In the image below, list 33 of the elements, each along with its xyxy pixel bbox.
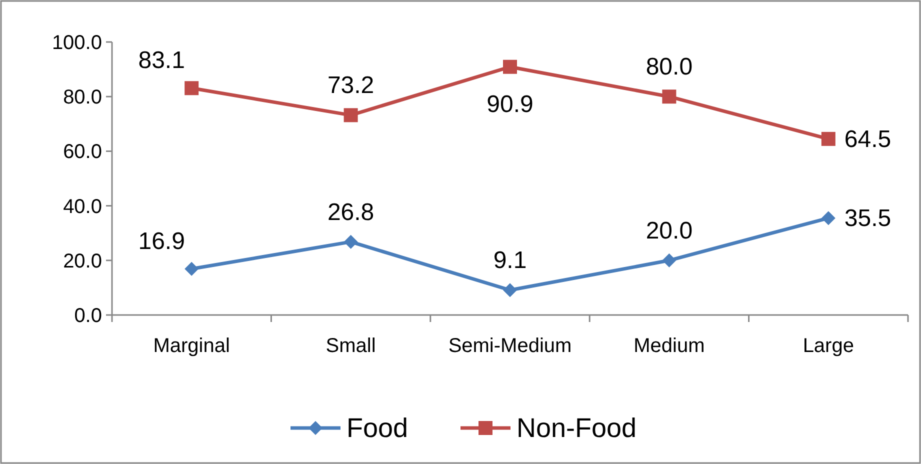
x-tick-label: Marginal (153, 335, 230, 357)
data-label: 80.0 (646, 54, 693, 81)
data-label: 64.5 (844, 126, 892, 153)
y-tick-label: 100.0 (52, 32, 102, 54)
data-label: 20.0 (646, 217, 693, 244)
x-tick-label: Large (802, 335, 854, 357)
legend-label: Food (346, 413, 408, 443)
data-label: 16.9 (138, 228, 185, 255)
point (503, 60, 517, 74)
point (184, 81, 199, 96)
data-label: 9.1 (493, 247, 527, 274)
point (821, 211, 836, 226)
x-tick-label: Semi-Medium (448, 335, 572, 357)
y-tick-label: 80.0 (63, 86, 102, 109)
x-tick-label: Small (326, 335, 376, 357)
point (662, 253, 676, 268)
y-tick-label: 60.0 (63, 141, 102, 164)
y-tick-label: 40.0 (63, 196, 102, 218)
point (821, 132, 836, 146)
y-tick-label: 20.0 (63, 250, 102, 272)
point (184, 262, 199, 276)
point (503, 283, 517, 298)
point (662, 90, 676, 104)
data-label: 90.9 (486, 90, 534, 118)
data-label: 26.8 (327, 198, 374, 226)
x-tick-label: Medium (634, 335, 705, 357)
point (344, 234, 358, 249)
legend-label: Non-Food (516, 413, 637, 443)
y-tick-label: 0.0 (74, 305, 102, 327)
data-label: 83.1 (138, 47, 185, 74)
data-label: 35.5 (844, 205, 892, 232)
data-label: 73.2 (327, 72, 374, 100)
point (344, 108, 358, 122)
